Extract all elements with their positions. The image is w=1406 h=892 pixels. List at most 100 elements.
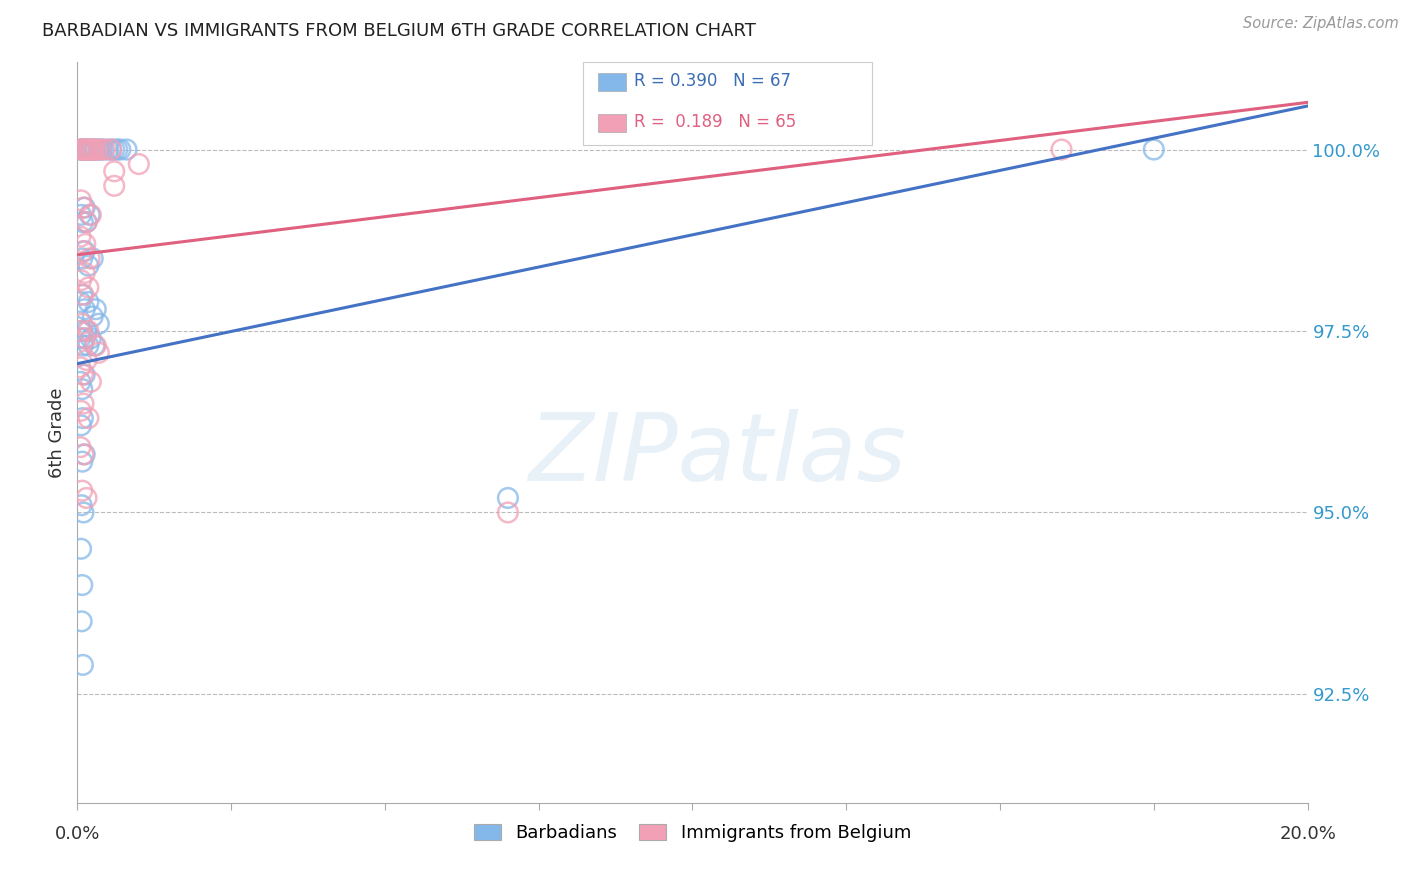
- Point: [80, 143, 103, 157]
- Point: [70, 483, 93, 498]
- Point: [84, 143, 107, 157]
- Point: [72, 657, 94, 672]
- Point: [76, 143, 98, 157]
- Point: [72, 244, 94, 259]
- Point: [82, 310, 104, 324]
- Point: [70, 273, 93, 287]
- Point: [73, 201, 96, 215]
- Point: [77, 338, 100, 352]
- Point: [70, 287, 93, 301]
- Point: [87, 317, 110, 331]
- Point: [73, 302, 96, 317]
- Point: [80, 143, 103, 157]
- Point: [70, 324, 93, 338]
- Point: [72, 368, 94, 382]
- Point: [69, 440, 91, 454]
- Point: [115, 143, 138, 157]
- Point: [77, 324, 100, 338]
- Point: [76, 491, 98, 505]
- Point: [69, 229, 91, 244]
- Point: [70, 615, 93, 629]
- Point: [103, 164, 125, 178]
- Point: [70, 455, 93, 469]
- Point: [73, 143, 96, 157]
- Point: [76, 143, 98, 157]
- Point: [69, 295, 91, 310]
- Point: [79, 143, 101, 157]
- Point: [72, 287, 94, 301]
- Text: 20.0%: 20.0%: [1279, 824, 1336, 843]
- Point: [73, 331, 96, 345]
- Point: [100, 143, 122, 157]
- Point: [79, 143, 101, 157]
- Point: [70, 498, 93, 512]
- Text: Source: ZipAtlas.com: Source: ZipAtlas.com: [1243, 16, 1399, 31]
- Point: [72, 143, 94, 157]
- Point: [79, 208, 101, 222]
- Point: [70, 143, 93, 157]
- Point: [80, 331, 103, 345]
- Point: [1143, 143, 1166, 157]
- Point: [70, 541, 93, 556]
- Point: [69, 143, 91, 157]
- Point: [87, 143, 110, 157]
- Point: [77, 411, 100, 425]
- Point: [70, 317, 93, 331]
- Text: ZIPatlas: ZIPatlas: [529, 409, 905, 500]
- Point: [80, 375, 103, 389]
- Point: [70, 208, 93, 222]
- Point: [76, 215, 98, 229]
- Legend: Barbadians, Immigrants from Belgium: Barbadians, Immigrants from Belgium: [467, 816, 918, 849]
- Point: [70, 578, 93, 592]
- Point: [84, 302, 107, 317]
- Point: [72, 201, 94, 215]
- Point: [70, 194, 93, 208]
- Point: [75, 236, 97, 251]
- Point: [82, 143, 104, 157]
- Point: [76, 353, 98, 368]
- Point: [70, 143, 93, 157]
- Point: [72, 338, 94, 352]
- Point: [110, 143, 132, 157]
- Point: [77, 295, 100, 310]
- Point: [72, 411, 94, 425]
- Point: [73, 143, 96, 157]
- Point: [83, 338, 105, 352]
- Point: [73, 368, 96, 382]
- Point: [496, 506, 519, 520]
- Point: [73, 447, 96, 461]
- Point: [100, 143, 122, 157]
- Point: [76, 143, 98, 157]
- Point: [83, 143, 105, 157]
- Point: [77, 259, 100, 273]
- Point: [83, 143, 105, 157]
- Point: [79, 252, 101, 266]
- Point: [72, 143, 94, 157]
- Point: [496, 491, 519, 505]
- Point: [69, 331, 91, 345]
- Point: [72, 215, 94, 229]
- Point: [69, 324, 91, 338]
- Point: [103, 143, 125, 157]
- Point: [73, 244, 96, 259]
- Point: [77, 280, 100, 294]
- Point: [70, 418, 93, 433]
- Point: [70, 382, 93, 396]
- Point: [70, 252, 93, 266]
- Point: [77, 143, 100, 157]
- Text: 0.0%: 0.0%: [55, 824, 100, 843]
- Point: [72, 447, 94, 461]
- Point: [69, 360, 91, 375]
- Point: [72, 396, 94, 410]
- Point: [82, 252, 104, 266]
- Y-axis label: 6th Grade: 6th Grade: [48, 387, 66, 478]
- Point: [86, 143, 108, 157]
- Point: [1050, 143, 1073, 157]
- Point: [72, 506, 94, 520]
- Point: [73, 266, 96, 280]
- Point: [82, 143, 104, 157]
- Point: [69, 143, 91, 157]
- Point: [128, 157, 150, 171]
- Point: [70, 404, 93, 418]
- Point: [76, 215, 98, 229]
